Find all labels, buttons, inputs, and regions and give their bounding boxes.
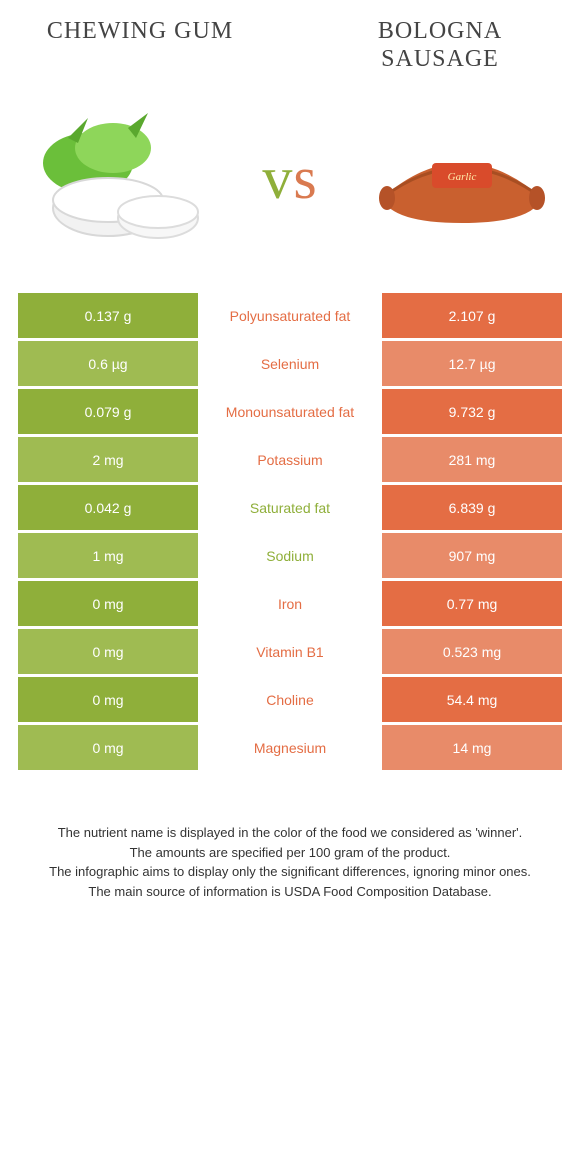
nutrient-label: Saturated fat — [198, 485, 382, 533]
right-value: 54.4 mg — [382, 677, 562, 725]
nutrient-label: Iron — [198, 581, 382, 629]
table-row: 0.6 µgSelenium12.7 µg — [18, 341, 562, 389]
right-value: 907 mg — [382, 533, 562, 581]
nutrient-label: Polyunsaturated fat — [198, 293, 382, 341]
table-row: 0 mgVitamin B10.523 mg — [18, 629, 562, 677]
nutrient-table: 0.137 gPolyunsaturated fat2.107 g0.6 µgS… — [0, 293, 580, 773]
nutrient-label: Potassium — [198, 437, 382, 485]
left-value: 0.6 µg — [18, 341, 198, 389]
left-value: 0.042 g — [18, 485, 198, 533]
nutrient-label: Monounsaturated fat — [198, 389, 382, 437]
table-row: 0.079 gMonounsaturated fat9.732 g — [18, 389, 562, 437]
right-food-image: Garlic — [362, 108, 562, 248]
left-food-title: Chewing gum — [40, 18, 240, 73]
table-row: 0.137 gPolyunsaturated fat2.107 g — [18, 293, 562, 341]
nutrient-label: Selenium — [198, 341, 382, 389]
nutrient-label: Magnesium — [198, 725, 382, 773]
table-row: 0 mgCholine54.4 mg — [18, 677, 562, 725]
left-value: 0 mg — [18, 629, 198, 677]
right-value: 0.523 mg — [382, 629, 562, 677]
right-food-title: Bologna sausage — [340, 18, 540, 73]
svg-text:Garlic: Garlic — [448, 171, 477, 183]
right-value: 281 mg — [382, 437, 562, 485]
footer-line: The amounts are specified per 100 gram o… — [40, 843, 540, 863]
footer-line: The main source of information is USDA F… — [40, 882, 540, 902]
left-value: 1 mg — [18, 533, 198, 581]
footer-notes: The nutrient name is displayed in the co… — [0, 773, 580, 901]
right-value: 2.107 g — [382, 293, 562, 341]
infographic: Chewing gum Bologna sausage vs — [0, 0, 580, 921]
table-row: 1 mgSodium907 mg — [18, 533, 562, 581]
right-value: 14 mg — [382, 725, 562, 773]
footer-line: The infographic aims to display only the… — [40, 862, 540, 882]
footer-line: The nutrient name is displayed in the co… — [40, 823, 540, 843]
left-value: 0 mg — [18, 581, 198, 629]
right-value: 6.839 g — [382, 485, 562, 533]
nutrient-label: Vitamin B1 — [198, 629, 382, 677]
left-value: 0.137 g — [18, 293, 198, 341]
nutrient-label: Sodium — [198, 533, 382, 581]
table-row: 0 mgIron0.77 mg — [18, 581, 562, 629]
vs-label: vs — [262, 144, 317, 213]
left-value: 0 mg — [18, 725, 198, 773]
left-food-image — [18, 108, 218, 248]
table-row: 0.042 gSaturated fat6.839 g — [18, 485, 562, 533]
title-row: Chewing gum Bologna sausage — [0, 0, 580, 83]
right-value: 0.77 mg — [382, 581, 562, 629]
left-value: 0.079 g — [18, 389, 198, 437]
right-value: 9.732 g — [382, 389, 562, 437]
right-value: 12.7 µg — [382, 341, 562, 389]
left-value: 2 mg — [18, 437, 198, 485]
left-value: 0 mg — [18, 677, 198, 725]
table-row: 0 mgMagnesium14 mg — [18, 725, 562, 773]
hero-row: vs Garlic — [0, 83, 580, 293]
table-row: 2 mgPotassium281 mg — [18, 437, 562, 485]
nutrient-label: Choline — [198, 677, 382, 725]
